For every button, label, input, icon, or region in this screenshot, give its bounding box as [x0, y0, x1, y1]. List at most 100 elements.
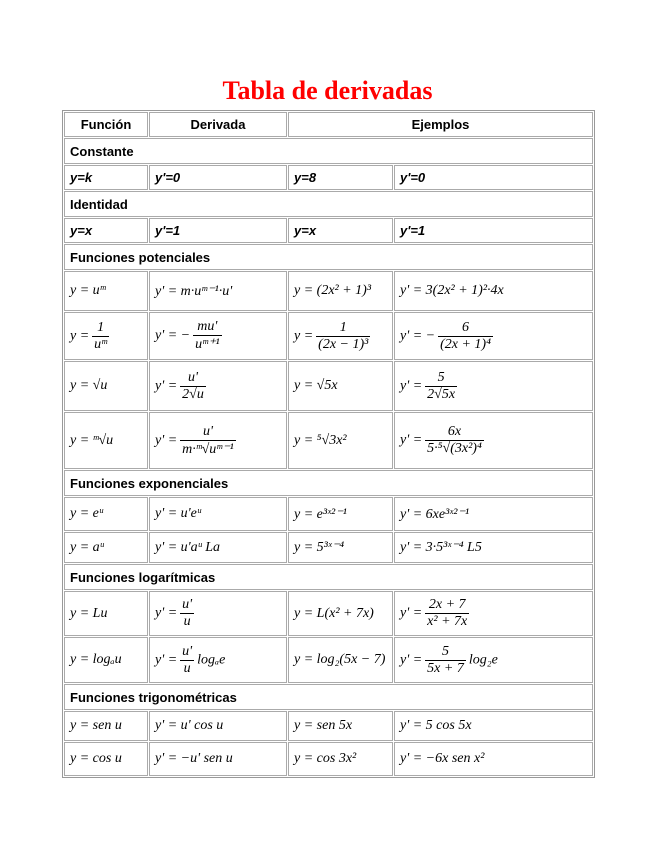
formula-cell: y' = −6 (2x + 1)⁴ [394, 312, 593, 360]
section-title: Identidad [64, 191, 593, 217]
fraction: 6x 5·⁵√(3x²)⁴ [425, 424, 484, 457]
formula-cell: y = log₂(5x − 7) [288, 637, 393, 683]
header-derivada: Derivada [149, 112, 287, 137]
formula-lhs: y' = 5 cos 5x [400, 718, 472, 733]
numerator: 1 [92, 320, 110, 337]
denominator: x² + 7x [427, 614, 468, 629]
table-row: y = uᵐ y' = m·uᵐ⁻¹·u' y = (2x² + 1)³ y' = 3… [64, 271, 593, 311]
formula-cell: y' = u' u logₐe [149, 637, 287, 683]
numerator: u' [180, 643, 195, 661]
fraction: u' u [180, 597, 195, 630]
formula-cell: y' = 2x + 7 x² + 7x [394, 591, 593, 636]
denominator: uᵐ⁺¹ [195, 337, 220, 352]
table-row: y=x y'=1 y=x y'=1 [64, 218, 593, 243]
section-title: Funciones trigonométricas [64, 684, 593, 710]
section-title: Funciones logarítmicas [64, 564, 593, 590]
formula-cell: y = ⁵√3x² [288, 412, 393, 469]
fraction: mu' uᵐ⁺¹ [193, 319, 222, 353]
formula-lhs: y = ⁵√3x² [294, 432, 347, 448]
denominator: (2x − 1)³ [318, 336, 369, 352]
formula-cell: y=k [64, 165, 148, 190]
formula-lhs: y' = 3·5³ˣ⁻⁴ L5 [400, 540, 482, 555]
formula-lhs: y' = m·uᵐ⁻¹·u' [155, 283, 233, 299]
section-row: Constante [64, 138, 593, 164]
formula-cell: y' = m·uᵐ⁻¹·u' [149, 271, 287, 311]
section-row: Funciones potenciales [64, 244, 593, 270]
formula-lhs: y' = −6x sen x² [400, 751, 485, 766]
denominator: u [183, 614, 191, 629]
formula-cell: y' = 5 5x + 7 log₂e [394, 637, 593, 683]
table-row: y=k y'=0 y=8 y'=0 [64, 165, 593, 190]
fraction: 1 uᵐ [92, 320, 110, 353]
formula-cell: y = aᵘ [64, 532, 148, 563]
formula-cell: y' = u' m·ᵐ√uᵐ⁻¹ [149, 412, 287, 469]
section-title: Funciones exponenciales [64, 470, 593, 496]
fraction: 1 (2x − 1)³ [316, 320, 371, 353]
derivatives-table: Función Derivada Ejemplos Constante y=k y'… [62, 110, 595, 778]
table-row: y = Lu y' = u' u y = L(x² + 7x) y' = 2x + 7 x² … [64, 591, 593, 636]
formula-cell: y=8 [288, 165, 393, 190]
section-title: Funciones potenciales [64, 244, 593, 270]
table-row: y = eᵘ y' = u'eᵘ y = e³ˣ²⁻¹ y' = 6xe³ˣ²⁻¹ [64, 497, 593, 531]
table-row: y = aᵘ y' = u'aᵘ La y = 5³ˣ⁻⁴ y' = 3·5³ˣ⁻⁴ … [64, 532, 593, 563]
formula-lhs: y = log₂(5x − 7) [294, 652, 386, 667]
formula-cell: y' = 6xe³ˣ²⁻¹ [394, 497, 593, 531]
numerator: mu' [193, 319, 222, 336]
formula-lhs: y' = −u' sen u [155, 751, 233, 766]
formula-cell: y=x [64, 218, 148, 243]
formula-cell: y' = 3·5³ˣ⁻⁴ L5 [394, 532, 593, 563]
formula-lhs: y' = u' cos u [155, 718, 224, 733]
denominator: (2x + 1)⁴ [440, 336, 491, 352]
formula-lhs: y' = [155, 432, 178, 448]
formula-lhs: y' = − [155, 328, 191, 344]
formula-lhs: y = √5x [294, 378, 338, 393]
section-row: Identidad [64, 191, 593, 217]
header-ejemplos: Ejemplos [288, 112, 593, 137]
denominator: uᵐ [94, 336, 108, 352]
section-title: Constante [64, 138, 593, 164]
formula-cell: y' = − mu' uᵐ⁺¹ [149, 312, 287, 360]
formula-lhs: y = Lu [70, 605, 108, 621]
formula-cell: y = logₐu [64, 637, 148, 683]
formula-cell: y' = u'eᵘ [149, 497, 287, 531]
formula-cell: y = (2x² + 1)³ [288, 271, 393, 311]
formula-cell: y=x [288, 218, 393, 243]
formula-lhs: y' = 6xe³ˣ²⁻¹ [400, 506, 470, 522]
table-row: y = logₐu y' = u' u logₐe y = log₂(5x − 7) y' … [64, 637, 593, 683]
denominator: 5x + 7 [427, 660, 464, 676]
formula-cell: y = √5x [288, 361, 393, 411]
formula-lhs: y' = u'eᵘ [155, 506, 201, 521]
formula-lhs: y' = [400, 652, 423, 668]
formula-cell: y = Lu [64, 591, 148, 636]
formula-cell: y = sen u [64, 711, 148, 741]
formula-cell: y = eᵘ [64, 497, 148, 531]
formula-lhs: y = aᵘ [70, 539, 104, 555]
formula-cell: y = uᵐ [64, 271, 148, 311]
table-row: y = cos u y' = −u' sen u y = cos 3x² y' = −… [64, 742, 593, 776]
formula-cell: y = 1 uᵐ [64, 312, 148, 360]
formula-lhs: y' = [155, 652, 178, 668]
formula-cell: y' = u' cos u [149, 711, 287, 741]
formula-suffix: log₂e [468, 652, 498, 668]
formula-cell: y' = 3(2x² + 1)²·4x [394, 271, 593, 311]
formula-lhs: y = eᵘ [70, 506, 103, 521]
formula-cell: y' = u'aᵘ La [149, 532, 287, 563]
formula-lhs: y = cos 3x² [294, 751, 357, 766]
table-row: y = sen u y' = u' cos u y = sen 5x y' = 5 c… [64, 711, 593, 741]
formula-cell: y'=1 [149, 218, 287, 243]
formula-cell: y' = u' u [149, 591, 287, 636]
formula-cell: y' = 5 2√5x [394, 361, 593, 411]
fraction: 6 (2x + 1)⁴ [438, 320, 493, 353]
numerator: 1 [316, 320, 371, 337]
numerator: 6x [425, 424, 484, 441]
formula-cell: y = ᵐ√u [64, 412, 148, 469]
formula-lhs: y' = − [400, 328, 436, 344]
numerator: 6 [438, 320, 493, 337]
formula-lhs: y = cos u [70, 751, 122, 766]
formula-cell: y'=0 [149, 165, 287, 190]
denominator: 2√5x [427, 386, 456, 402]
denominator: 5·⁵√(3x²)⁴ [427, 441, 482, 456]
formula-lhs: y = [70, 328, 90, 344]
formula-cell: y' = 5 cos 5x [394, 711, 593, 741]
formula-lhs: y = uᵐ [70, 283, 106, 298]
